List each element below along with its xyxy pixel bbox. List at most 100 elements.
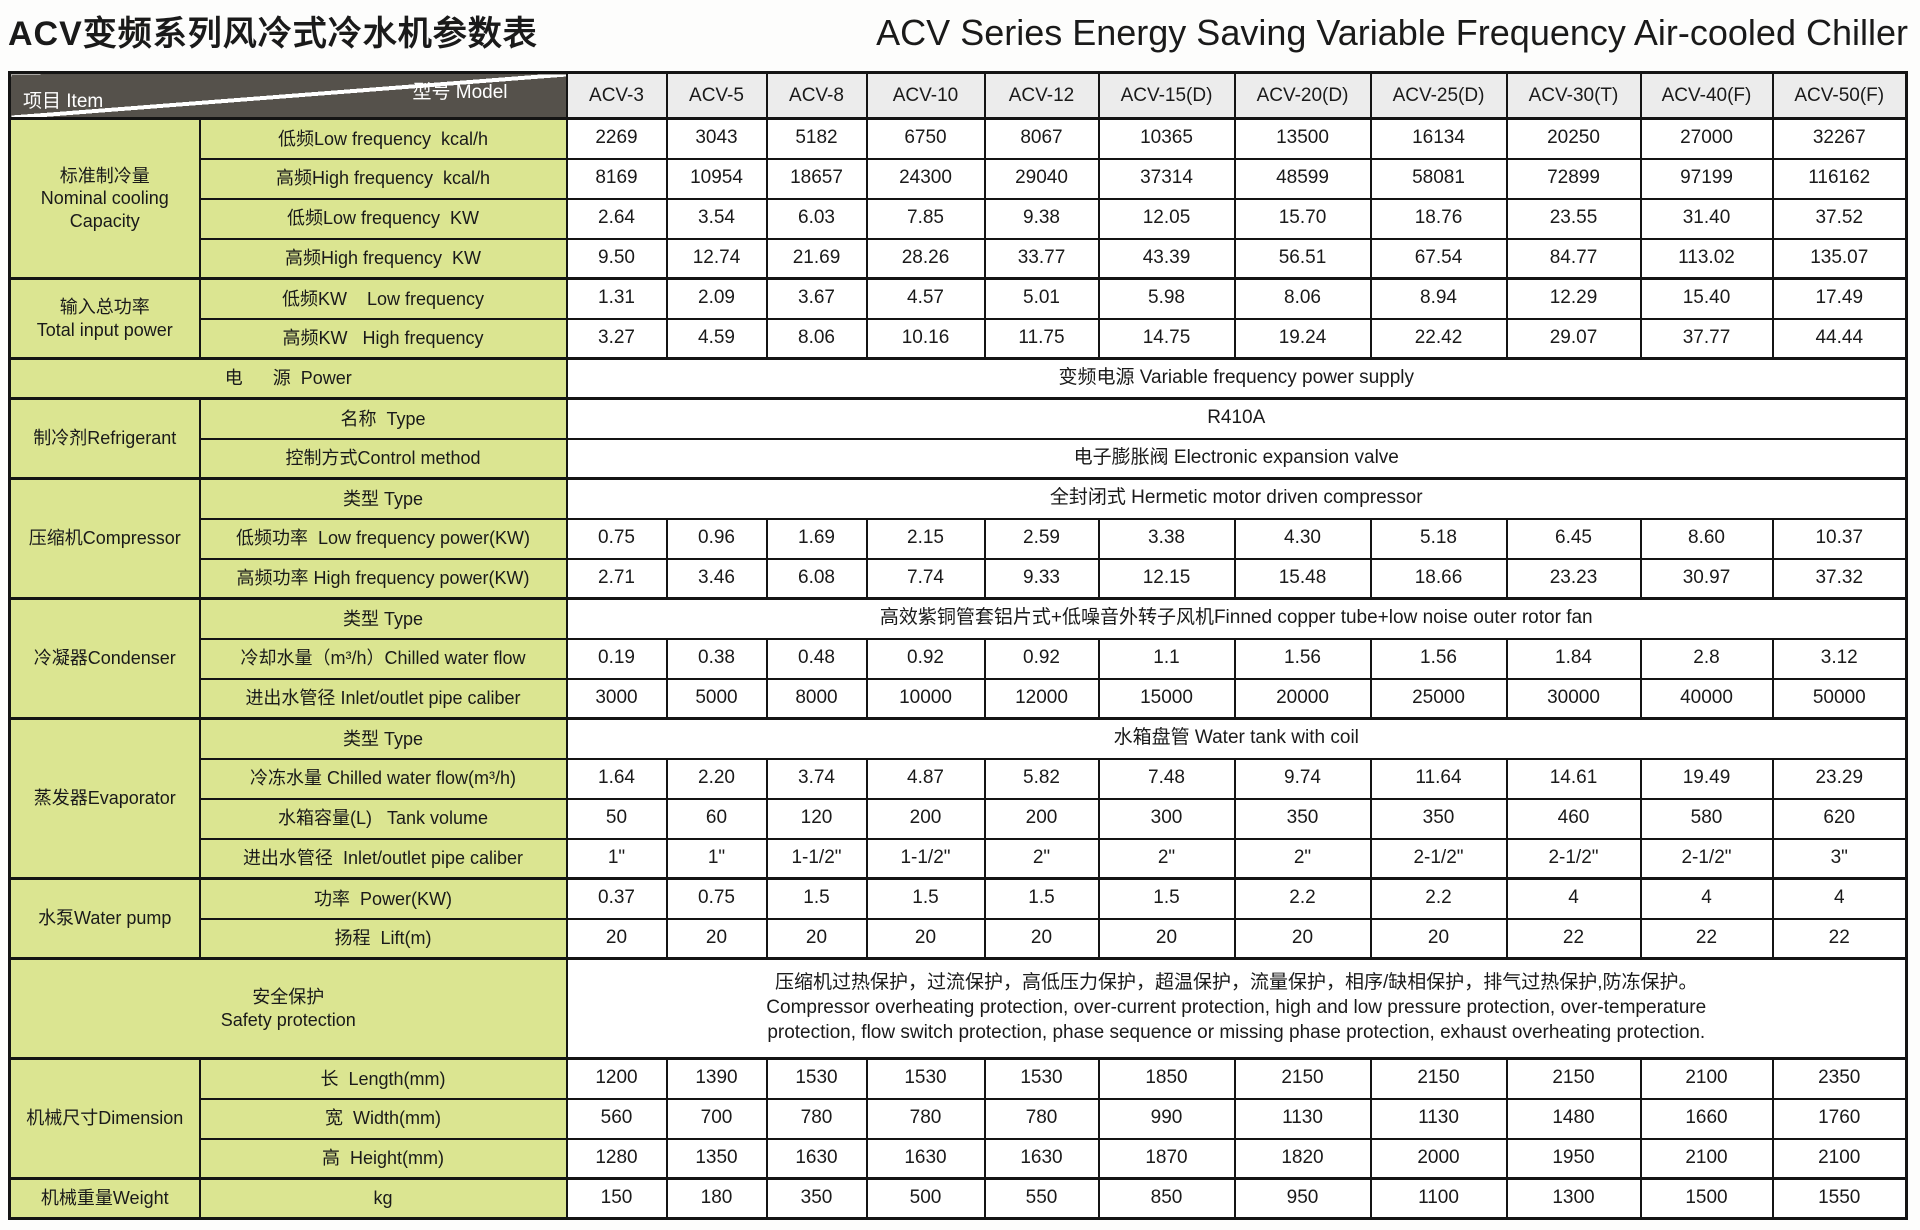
value-cell: 1.69 [765, 517, 868, 560]
value-cell: 97199 [1639, 157, 1774, 200]
value-cell: 4.59 [665, 317, 768, 360]
table-row: 冷凝器Condenser 类型 Type 高效紫铜管套铝片式+低噪音外转子风机Fin… [8, 597, 1908, 720]
value-cell: 15.40 [1639, 277, 1774, 320]
value-cell: 84.77 [1505, 237, 1642, 280]
value-cell: 1" [665, 837, 768, 880]
value-cell: 32267 [1771, 117, 1908, 160]
value-cell: 200 [865, 797, 986, 840]
value-cell: 1.1 [1097, 637, 1236, 680]
value-cell: 1300 [1505, 1177, 1642, 1220]
value-cell: 50000 [1771, 677, 1908, 720]
value-cell: 0.92 [865, 637, 986, 680]
value-cell: 30000 [1505, 677, 1642, 720]
value-cell: 23.55 [1505, 197, 1642, 240]
value-cell: 19.24 [1233, 317, 1372, 360]
value-cell: 40000 [1639, 677, 1774, 720]
value-cell: 3.12 [1771, 637, 1908, 680]
row-label: 类型 Type [198, 597, 568, 640]
value-cell: 620 [1771, 797, 1908, 840]
value-cell: 7.74 [865, 557, 986, 600]
model-header-cell: ACV-25(D) [1369, 71, 1508, 120]
value-cell: 700 [665, 1097, 768, 1140]
row-label: 冷却水量（m³/h）Chilled water flow [198, 637, 568, 680]
value-cell: 350 [1233, 797, 1372, 840]
value-cell: 56.51 [1233, 237, 1372, 280]
value-cell: 0.75 [565, 517, 668, 560]
value-cell: 1.56 [1233, 637, 1372, 680]
value-cell: 9.50 [565, 237, 668, 280]
group-label: 蒸发器Evaporator [8, 717, 201, 880]
model-header-cell: ACV-30(T) [1505, 71, 1642, 120]
value-cell: 1130 [1369, 1097, 1508, 1140]
value-cell: 2100 [1639, 1057, 1774, 1100]
value-cell: 2269 [565, 117, 668, 160]
value-cell: 5.82 [983, 757, 1100, 800]
value-cell: 20 [1369, 917, 1508, 960]
value-cell: 3" [1771, 837, 1908, 880]
value-cell: 2350 [1771, 1057, 1908, 1100]
row-label: 高频功率 High frequency power(KW) [198, 557, 568, 600]
value-cell: 2" [983, 837, 1100, 880]
value-cell: 3.74 [765, 757, 868, 800]
value-cell: 2.20 [665, 757, 768, 800]
value-cell: 6.03 [765, 197, 868, 240]
model-header-cell: ACV-3 [565, 71, 668, 120]
value-cell: 3.46 [665, 557, 768, 600]
value-cell: 5.01 [983, 277, 1100, 320]
value-cell: 6750 [865, 117, 986, 160]
value-cell: 1480 [1505, 1097, 1642, 1140]
model-header-cell: ACV-50(F) [1771, 71, 1908, 120]
row-label: 进出水管径 Inlet/outlet pipe caliber [198, 837, 568, 880]
value-cell: 2100 [1771, 1137, 1908, 1180]
value-cell: 180 [665, 1177, 768, 1220]
value-cell: 1820 [1233, 1137, 1372, 1180]
table-row: 低频Low frequency KW 2.64 3.54 6.03 7.85 9.38 12… [10, 197, 1908, 240]
value-cell: 1.5 [865, 877, 986, 920]
row-label: 低频Low frequency kcal/h [198, 117, 568, 160]
row-label-wide: 安全保护 Safety protection [8, 957, 568, 1060]
span-value-cell: 水箱盘管 Water tank with coil [565, 717, 1908, 760]
value-cell: 6.08 [765, 557, 868, 600]
value-cell: 200 [983, 797, 1100, 840]
model-header-cell: ACV-40(F) [1639, 71, 1774, 120]
value-cell: 1950 [1505, 1137, 1642, 1180]
spec-table-body: 型号 Model 项目 Item ACV-3 ACV-5 ACV-8 ACV-10 ACV-… [8, 71, 1908, 1220]
value-cell: 8.94 [1369, 277, 1508, 320]
value-cell: 560 [565, 1097, 668, 1140]
page-title-en: ACV Series Energy Saving Variable Freque… [876, 12, 1908, 53]
value-cell: 550 [983, 1177, 1100, 1220]
value-cell: 1.56 [1369, 637, 1508, 680]
value-cell: 2.71 [565, 557, 668, 600]
row-label: kg [198, 1177, 568, 1220]
value-cell: 2.64 [565, 197, 668, 240]
row-label: 高频KW High frequency [198, 317, 568, 360]
value-cell: 0.19 [565, 637, 668, 680]
model-axis-label: 型号 Model [412, 82, 508, 103]
span-value-cell: 全封闭式 Hermetic motor driven compressor [565, 477, 1908, 520]
row-label: 类型 Type [198, 477, 568, 520]
value-cell: 8000 [765, 677, 868, 720]
value-cell: 780 [865, 1097, 986, 1140]
value-cell: 10365 [1097, 117, 1236, 160]
value-cell: 60 [665, 797, 768, 840]
value-cell: 4.87 [865, 757, 986, 800]
value-cell: 0.38 [665, 637, 768, 680]
value-cell: 9.33 [983, 557, 1100, 600]
value-cell: 1100 [1369, 1177, 1508, 1220]
value-cell: 7.85 [865, 197, 986, 240]
value-cell: 5182 [765, 117, 868, 160]
table-row: 进出水管径 Inlet/outlet pipe caliber 1" 1" 1-1/2… [10, 837, 1908, 880]
value-cell: 6.45 [1505, 517, 1642, 560]
value-cell: 1.5 [983, 877, 1100, 920]
table-row: 蒸发器Evaporator 类型 Type 水箱盘管 Water tank with… [8, 717, 1908, 880]
value-cell: 3000 [565, 677, 668, 720]
value-cell: 3043 [665, 117, 768, 160]
value-cell: 2150 [1369, 1057, 1508, 1100]
value-cell: 300 [1097, 797, 1236, 840]
value-cell: 1630 [865, 1137, 986, 1180]
value-cell: 0.75 [665, 877, 768, 920]
value-cell: 1390 [665, 1057, 768, 1100]
row-label: 功率 Power(KW) [198, 877, 568, 920]
value-cell: 22 [1505, 917, 1642, 960]
